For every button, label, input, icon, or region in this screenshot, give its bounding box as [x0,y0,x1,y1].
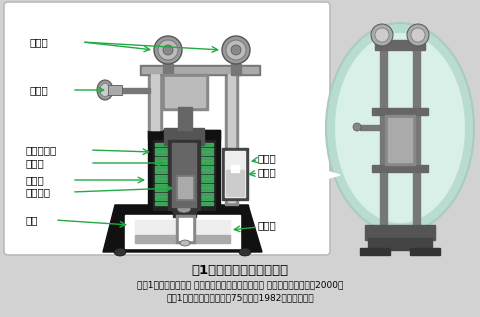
Polygon shape [164,128,204,145]
Polygon shape [155,202,213,204]
Polygon shape [155,161,213,164]
Polygon shape [155,152,213,155]
Polygon shape [155,197,213,200]
Ellipse shape [375,28,389,42]
Text: フロート: フロート [25,187,50,197]
Text: 絞り: 絞り [25,215,37,225]
Polygon shape [148,130,168,215]
Polygon shape [368,238,432,250]
Polygon shape [178,107,192,130]
Polygon shape [115,205,248,215]
Polygon shape [380,40,387,235]
Polygon shape [135,220,230,243]
Polygon shape [225,151,245,197]
Polygon shape [231,165,239,172]
Polygon shape [228,73,235,202]
Polygon shape [176,215,195,243]
Text: 図1　差圧発信器の原理図: 図1 差圧発信器の原理図 [192,263,288,276]
Polygon shape [162,74,208,110]
Ellipse shape [154,36,182,64]
Polygon shape [375,40,425,50]
Polygon shape [225,70,238,205]
Polygon shape [148,68,162,130]
Ellipse shape [231,45,241,55]
Polygon shape [155,157,213,159]
Ellipse shape [100,83,110,96]
Polygon shape [148,130,220,140]
Polygon shape [155,147,213,151]
Polygon shape [155,143,213,146]
Polygon shape [372,165,428,172]
Polygon shape [155,165,213,169]
Polygon shape [385,115,415,165]
Text: 高圧密: 高圧密 [25,175,44,185]
Ellipse shape [353,123,361,131]
Text: 連結管: 連結管 [258,220,277,230]
Ellipse shape [335,33,465,223]
Text: 鉄　心: 鉄 心 [25,158,44,168]
Polygon shape [135,235,230,243]
Polygon shape [226,170,244,196]
Text: 均等弁: 均等弁 [30,85,49,95]
Polygon shape [168,140,200,210]
Polygon shape [155,192,213,196]
Text: 停止弁: 停止弁 [30,37,49,47]
Ellipse shape [180,240,190,246]
Polygon shape [153,140,215,210]
Text: 図1右：山武ハネウエル75年史（1982）より転載）: 図1右：山武ハネウエル75年史（1982）より転載） [166,294,314,302]
Ellipse shape [326,23,474,233]
Polygon shape [110,88,150,93]
Polygon shape [155,170,213,173]
Text: 水　銀: 水 銀 [258,167,277,177]
Ellipse shape [407,24,429,46]
Ellipse shape [371,24,393,46]
Polygon shape [140,65,260,75]
Polygon shape [165,77,205,107]
Ellipse shape [239,248,251,256]
Polygon shape [305,165,340,185]
Polygon shape [151,71,159,130]
Polygon shape [103,205,262,252]
Ellipse shape [163,45,173,55]
Polygon shape [142,67,258,73]
Text: 誘導コイル: 誘導コイル [25,145,56,155]
FancyBboxPatch shape [4,2,330,255]
Polygon shape [176,175,194,200]
Polygon shape [372,108,428,115]
Text: （図1左：「大学課程 計測工学（第３版）」、土屋 喜一編、オーム社、2000年: （図1左：「大学課程 計測工学（第３版）」、土屋 喜一編、オーム社、2000年 [137,281,343,289]
Bar [108,85,122,95]
Polygon shape [222,148,248,200]
Ellipse shape [177,205,191,213]
Polygon shape [155,188,213,191]
Polygon shape [365,225,435,240]
Polygon shape [155,184,213,186]
Polygon shape [172,143,196,207]
Ellipse shape [114,248,126,256]
Polygon shape [155,174,213,178]
Polygon shape [231,64,241,75]
Ellipse shape [411,28,425,42]
Polygon shape [173,200,196,217]
Text: 低圧密: 低圧密 [258,153,277,163]
Polygon shape [163,64,173,75]
Polygon shape [155,179,213,182]
Polygon shape [179,218,192,240]
Polygon shape [410,248,440,255]
Ellipse shape [158,40,178,60]
Ellipse shape [222,36,250,64]
Polygon shape [178,177,192,198]
Polygon shape [360,248,390,255]
Polygon shape [388,118,412,162]
Ellipse shape [97,80,113,100]
Polygon shape [200,130,220,215]
Polygon shape [413,40,420,235]
Ellipse shape [226,40,246,60]
Polygon shape [125,215,240,248]
Polygon shape [360,125,382,130]
